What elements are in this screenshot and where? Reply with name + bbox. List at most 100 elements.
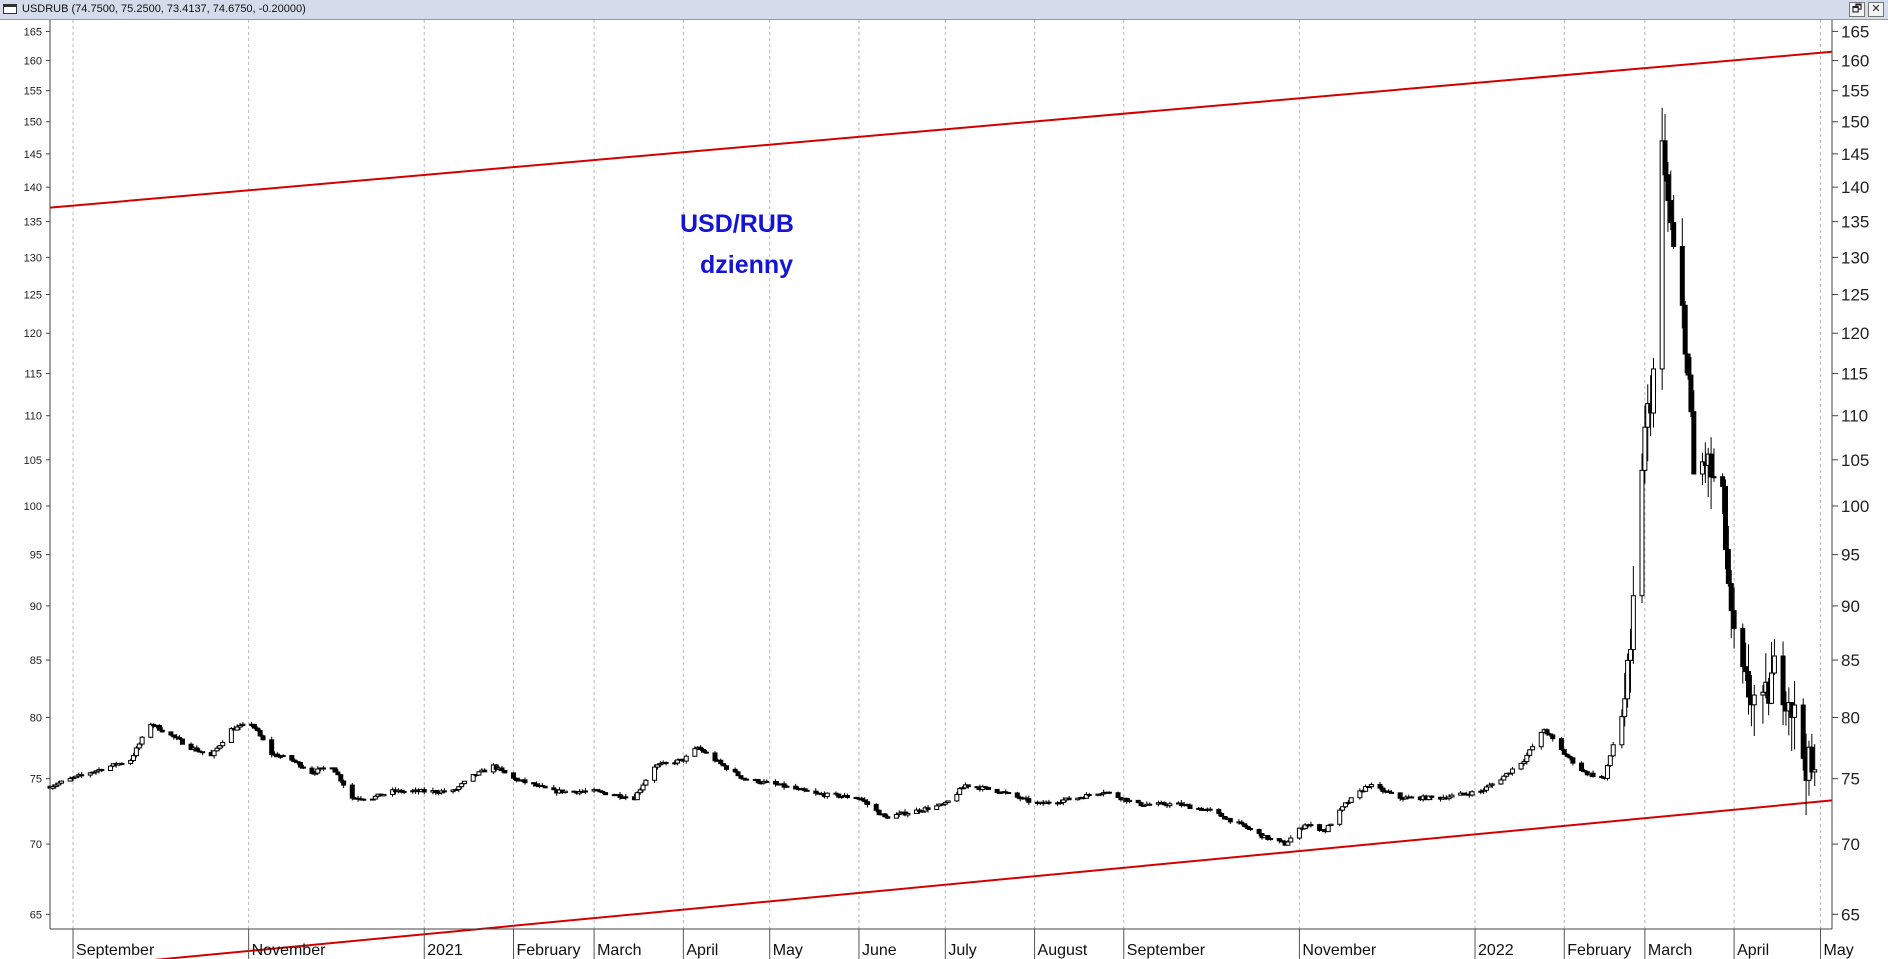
candle[interactable] bbox=[217, 745, 223, 750]
candle[interactable] bbox=[957, 786, 963, 795]
candle[interactable] bbox=[171, 734, 177, 740]
candle[interactable] bbox=[237, 722, 243, 731]
candle[interactable] bbox=[59, 780, 65, 785]
candle[interactable] bbox=[986, 786, 992, 790]
candle[interactable] bbox=[1630, 566, 1636, 664]
candle[interactable] bbox=[1242, 823, 1248, 828]
candle[interactable] bbox=[341, 779, 347, 789]
candle[interactable] bbox=[349, 783, 355, 801]
candle[interactable] bbox=[1625, 653, 1631, 708]
candle[interactable] bbox=[885, 814, 891, 820]
candle[interactable] bbox=[1227, 817, 1233, 824]
candle[interactable] bbox=[1368, 782, 1374, 790]
candle[interactable] bbox=[1688, 357, 1694, 418]
candle[interactable] bbox=[1135, 799, 1141, 804]
candle[interactable] bbox=[156, 724, 162, 731]
candle[interactable] bbox=[1285, 839, 1291, 846]
candle[interactable] bbox=[1708, 437, 1714, 509]
candle[interactable] bbox=[1740, 623, 1746, 684]
restore-button[interactable]: 🗗 bbox=[1849, 2, 1865, 17]
candle[interactable] bbox=[1256, 828, 1262, 837]
candle[interactable] bbox=[1651, 358, 1657, 428]
candle[interactable] bbox=[1679, 218, 1685, 329]
candle[interactable] bbox=[300, 764, 306, 770]
candle[interactable] bbox=[859, 796, 865, 802]
candle[interactable] bbox=[1397, 792, 1403, 801]
candle[interactable] bbox=[459, 782, 465, 789]
candle[interactable] bbox=[1639, 453, 1645, 604]
candle[interactable] bbox=[476, 771, 482, 776]
candle[interactable] bbox=[200, 751, 206, 756]
candle[interactable] bbox=[297, 761, 303, 769]
candle[interactable] bbox=[1207, 807, 1213, 812]
candle[interactable] bbox=[1498, 777, 1504, 785]
candle[interactable] bbox=[1792, 681, 1798, 750]
candle[interactable] bbox=[1325, 824, 1331, 833]
candle[interactable] bbox=[128, 758, 134, 766]
candle[interactable] bbox=[839, 796, 845, 799]
candle[interactable] bbox=[755, 778, 761, 785]
candle[interactable] bbox=[214, 746, 220, 752]
candle[interactable] bbox=[1288, 835, 1294, 843]
candle[interactable] bbox=[1239, 819, 1245, 826]
candle[interactable] bbox=[1216, 808, 1222, 817]
candles[interactable] bbox=[47, 107, 1818, 846]
candle[interactable] bbox=[804, 788, 810, 792]
candle[interactable] bbox=[844, 793, 850, 799]
candle[interactable] bbox=[542, 785, 548, 789]
candle[interactable] bbox=[1746, 644, 1752, 715]
candle[interactable] bbox=[1380, 786, 1386, 794]
candle[interactable] bbox=[372, 794, 378, 801]
candle[interactable] bbox=[522, 777, 528, 785]
candle[interactable] bbox=[965, 784, 971, 789]
candle[interactable] bbox=[784, 784, 790, 788]
candle[interactable] bbox=[675, 758, 681, 766]
candle[interactable] bbox=[211, 750, 217, 759]
candle[interactable] bbox=[148, 722, 154, 739]
candle[interactable] bbox=[1245, 824, 1251, 831]
candle[interactable] bbox=[1219, 812, 1225, 818]
candle[interactable] bbox=[1760, 685, 1766, 724]
candle[interactable] bbox=[1538, 731, 1544, 750]
candle[interactable] bbox=[1809, 733, 1815, 779]
candle[interactable] bbox=[582, 788, 588, 794]
candle[interactable] bbox=[1780, 641, 1786, 726]
candle[interactable] bbox=[234, 724, 240, 731]
candle[interactable] bbox=[1691, 390, 1697, 475]
candle[interactable] bbox=[179, 738, 185, 745]
candle[interactable] bbox=[280, 754, 286, 758]
candle[interactable] bbox=[862, 797, 868, 805]
candle[interactable] bbox=[721, 763, 727, 767]
candle[interactable] bbox=[1685, 353, 1691, 380]
candle[interactable] bbox=[919, 810, 925, 813]
candle[interactable] bbox=[735, 770, 741, 777]
candle[interactable] bbox=[1619, 709, 1625, 749]
candle[interactable] bbox=[401, 789, 407, 795]
candle[interactable] bbox=[634, 791, 640, 801]
candle[interactable] bbox=[562, 790, 568, 794]
candle[interactable] bbox=[220, 740, 226, 748]
candle[interactable] bbox=[1340, 806, 1346, 813]
candle[interactable] bbox=[470, 774, 476, 782]
candle[interactable] bbox=[712, 751, 718, 763]
candle[interactable] bbox=[338, 774, 344, 784]
candle[interactable] bbox=[882, 813, 888, 818]
candle[interactable] bbox=[1728, 570, 1734, 639]
candle[interactable] bbox=[335, 769, 341, 776]
candle[interactable] bbox=[1268, 836, 1274, 841]
candle[interactable] bbox=[228, 727, 234, 744]
candle[interactable] bbox=[1722, 479, 1728, 570]
candle[interactable] bbox=[381, 793, 387, 797]
candle[interactable] bbox=[87, 771, 93, 778]
candle[interactable] bbox=[873, 803, 879, 813]
candle[interactable] bbox=[637, 787, 643, 795]
candle[interactable] bbox=[1645, 384, 1651, 462]
candle[interactable] bbox=[1668, 170, 1674, 231]
candle[interactable] bbox=[1524, 752, 1530, 765]
candle[interactable] bbox=[159, 727, 165, 733]
candle[interactable] bbox=[703, 749, 709, 754]
candle[interactable] bbox=[1544, 728, 1550, 737]
candle[interactable] bbox=[1446, 794, 1452, 801]
candle[interactable] bbox=[510, 772, 516, 781]
candle[interactable] bbox=[945, 800, 951, 803]
